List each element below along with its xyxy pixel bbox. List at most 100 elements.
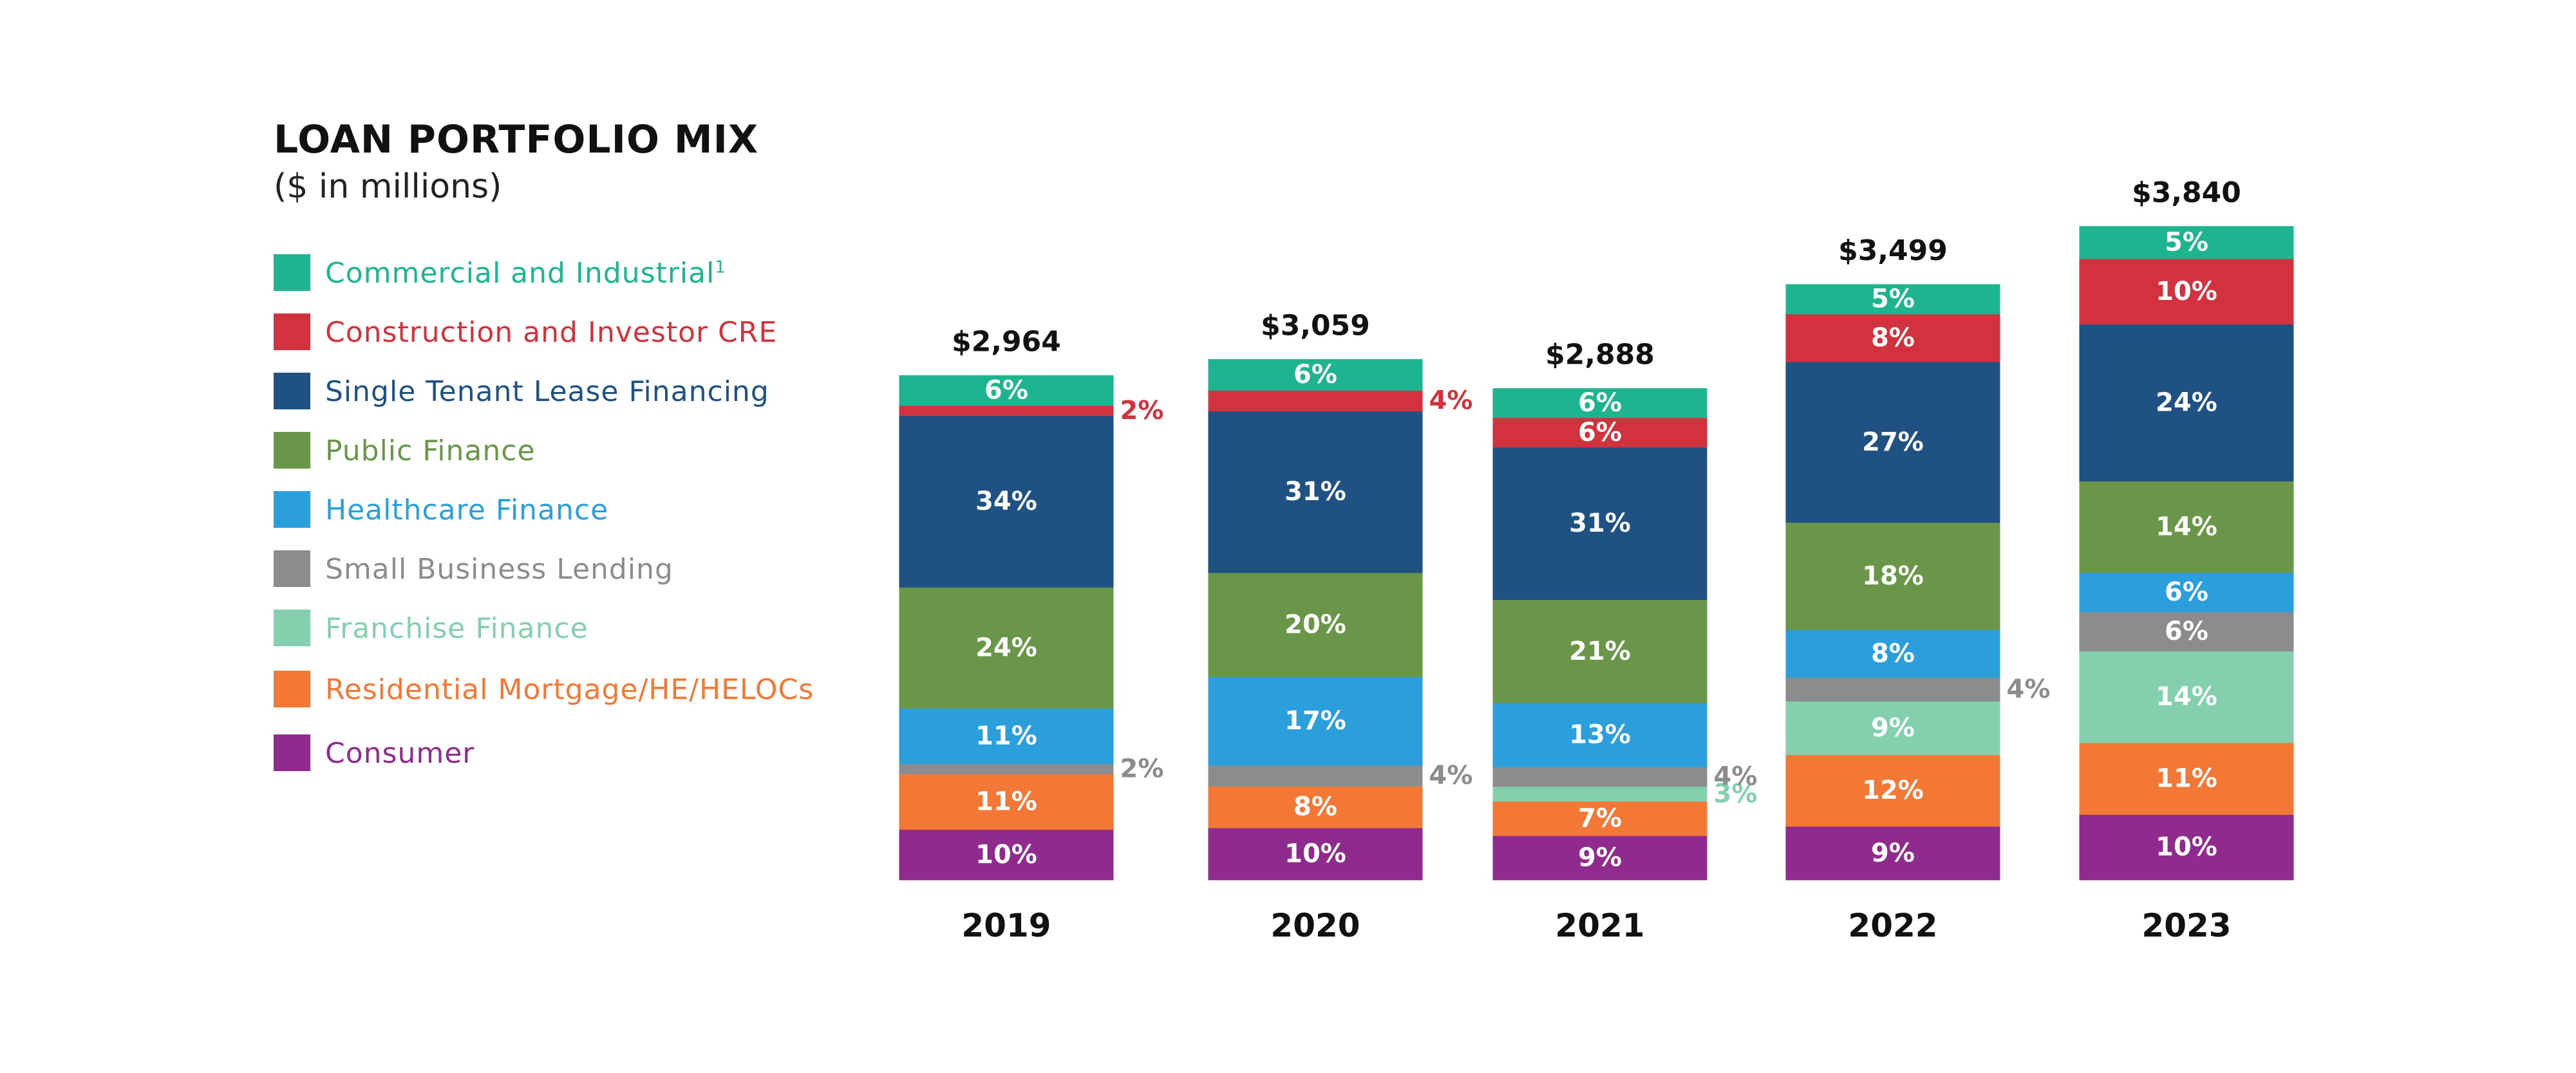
data-label-single-tenant-lease-financing-2021: 31% <box>1569 509 1631 538</box>
data-label-public-finance-2022: 18% <box>1862 561 1924 591</box>
bar-segment-construction-and-investor-cre-2023 <box>2079 259 2294 325</box>
legend-swatch <box>274 432 310 469</box>
data-label-commercial-and-industrial-2019: 6% <box>984 376 1028 406</box>
data-label-residential-mortgage-he-helocs-2022: 12% <box>1862 776 1924 805</box>
bar-segment-small-business-lending-2022 <box>1785 677 2000 702</box>
bar-segment-commercial-and-industrial-2022 <box>1785 284 2000 315</box>
data-label-public-finance-2019: 24% <box>975 633 1037 662</box>
data-label-consumer-2020: 10% <box>1284 839 1346 869</box>
data-label-residential-mortgage-he-helocs-2019: 11% <box>975 787 1037 816</box>
bar-segment-residential-mortgage-he-helocs-2023 <box>2079 742 2294 815</box>
data-label-franchise-finance-2021: 3% <box>1714 779 1758 808</box>
bar-total-2021: $2,888 <box>1545 339 1655 371</box>
x-tick-label-2023: 2023 <box>2141 907 2231 944</box>
legend-swatch <box>274 734 310 771</box>
bar-segment-franchise-finance-2022 <box>1785 701 2000 756</box>
legend-label: Franchise Finance <box>325 612 588 645</box>
bar-segment-small-business-lending-2020 <box>1208 765 1423 787</box>
data-label-small-business-lending-2022: 4% <box>2007 675 2051 704</box>
data-label-construction-and-investor-cre-2019: 2% <box>1120 396 1164 425</box>
data-label-healthcare-finance-2021: 13% <box>1569 720 1631 750</box>
legend-swatch <box>274 373 310 409</box>
data-label-commercial-and-industrial-2021: 6% <box>1578 388 1622 418</box>
bar-segment-commercial-and-industrial-2023 <box>2079 226 2294 259</box>
bar-segment-small-business-lending-2019 <box>899 763 1114 774</box>
bar-segment-consumer-2022 <box>1785 826 2000 881</box>
data-label-healthcare-finance-2022: 8% <box>1871 639 1915 668</box>
bar-segment-consumer-2020 <box>1208 828 1423 881</box>
x-tick-label-2021: 2021 <box>1555 907 1644 944</box>
bar-segment-single-tenant-lease-financing-2023 <box>2079 324 2294 481</box>
legend-label: Small Business Lending <box>325 553 673 586</box>
data-label-small-business-lending-2020: 4% <box>1429 761 1473 790</box>
bar-segment-public-finance-2019 <box>899 587 1114 709</box>
x-tick-label-2020: 2020 <box>1270 907 1360 944</box>
bar-segment-healthcare-finance-2021 <box>1492 703 1707 767</box>
bar-segment-construction-and-investor-cre-2022 <box>1785 313 2000 362</box>
bar-segment-consumer-2021 <box>1492 835 1707 881</box>
chart-subtitle: ($ in millions) <box>274 167 502 206</box>
bar-segment-franchise-finance-2021 <box>1492 786 1707 802</box>
data-label-small-business-lending-2023: 6% <box>2165 617 2208 646</box>
legend-swatch <box>274 550 310 587</box>
legend-label: Construction and Investor CRE <box>325 316 778 349</box>
bar-segment-residential-mortgage-he-helocs-2022 <box>1785 754 2000 827</box>
bar-segment-healthcare-finance-2023 <box>2079 572 2294 613</box>
bar-total-2020: $3,059 <box>1261 309 1370 342</box>
legend-label: Commercial and Industrial <box>325 257 715 290</box>
x-tick-label-2022: 2022 <box>1848 907 1937 944</box>
data-label-healthcare-finance-2019: 11% <box>975 722 1037 751</box>
data-label-residential-mortgage-he-helocs-2020: 8% <box>1293 792 1337 822</box>
data-label-construction-and-investor-cre-2022: 8% <box>1871 323 1915 353</box>
data-label-public-finance-2021: 21% <box>1569 637 1631 666</box>
bar-segment-residential-mortgage-he-helocs-2021 <box>1492 801 1707 836</box>
data-label-single-tenant-lease-financing-2023: 24% <box>2156 388 2217 418</box>
data-label-consumer-2022: 9% <box>1871 838 1915 868</box>
data-label-small-business-lending-2021: 4% <box>1714 762 1758 792</box>
bar-segment-commercial-and-industrial-2019 <box>899 375 1114 406</box>
x-tick-label-2019: 2019 <box>961 907 1051 944</box>
legend-swatch <box>274 313 310 350</box>
bar-segment-commercial-and-industrial-2021 <box>1492 388 1707 418</box>
bar-segment-commercial-and-industrial-2020 <box>1208 359 1423 391</box>
bar-total-2022: $3,499 <box>1838 234 1948 267</box>
legend-swatch <box>274 491 310 528</box>
bar-segment-healthcare-finance-2022 <box>1785 630 2000 678</box>
legend-swatch <box>274 610 310 646</box>
bar-total-2023: $3,840 <box>2132 176 2241 209</box>
data-label-construction-and-investor-cre-2021: 6% <box>1578 418 1622 447</box>
bar-segment-single-tenant-lease-financing-2020 <box>1208 411 1423 574</box>
legend-label: Single Tenant Lease Financing <box>325 375 769 408</box>
data-label-public-finance-2023: 14% <box>2156 512 2217 542</box>
data-label-consumer-2019: 10% <box>975 840 1037 870</box>
data-label-franchise-finance-2023: 14% <box>2156 682 2217 712</box>
legend-footnote: 1 <box>715 257 726 277</box>
data-label-construction-and-investor-cre-2020: 4% <box>1429 386 1473 416</box>
data-label-healthcare-finance-2020: 17% <box>1284 706 1346 736</box>
data-label-commercial-and-industrial-2022: 5% <box>1871 285 1915 314</box>
data-label-commercial-and-industrial-2020: 6% <box>1293 360 1337 389</box>
data-label-construction-and-investor-cre-2023: 10% <box>2156 277 2217 306</box>
data-label-public-finance-2020: 20% <box>1284 610 1346 640</box>
bar-segment-single-tenant-lease-financing-2019 <box>899 415 1114 588</box>
bar-segment-healthcare-finance-2020 <box>1208 676 1423 766</box>
data-label-consumer-2021: 9% <box>1578 843 1622 873</box>
data-label-healthcare-finance-2023: 6% <box>2165 577 2208 607</box>
legend-label: Residential Mortgage/HE/HELOCs <box>325 673 814 706</box>
bar-segment-residential-mortgage-he-helocs-2020 <box>1208 786 1423 828</box>
data-label-single-tenant-lease-financing-2020: 31% <box>1284 477 1346 507</box>
bar-segment-residential-mortgage-he-helocs-2019 <box>899 774 1114 830</box>
data-label-single-tenant-lease-financing-2019: 34% <box>975 487 1037 516</box>
legend-label: Consumer <box>325 737 475 770</box>
data-label-residential-mortgage-he-helocs-2021: 7% <box>1578 804 1622 834</box>
bar-segment-single-tenant-lease-financing-2021 <box>1492 447 1707 601</box>
legend-swatch <box>274 254 310 291</box>
bar-segment-healthcare-finance-2019 <box>899 708 1114 765</box>
data-label-residential-mortgage-he-helocs-2023: 11% <box>2156 764 2217 794</box>
bar-segment-public-finance-2021 <box>1492 599 1707 704</box>
bar-segment-consumer-2023 <box>2079 814 2294 881</box>
bar-segment-construction-and-investor-cre-2021 <box>1492 417 1707 448</box>
bar-segment-single-tenant-lease-financing-2022 <box>1785 361 2000 523</box>
data-label-consumer-2023: 10% <box>2156 832 2217 862</box>
